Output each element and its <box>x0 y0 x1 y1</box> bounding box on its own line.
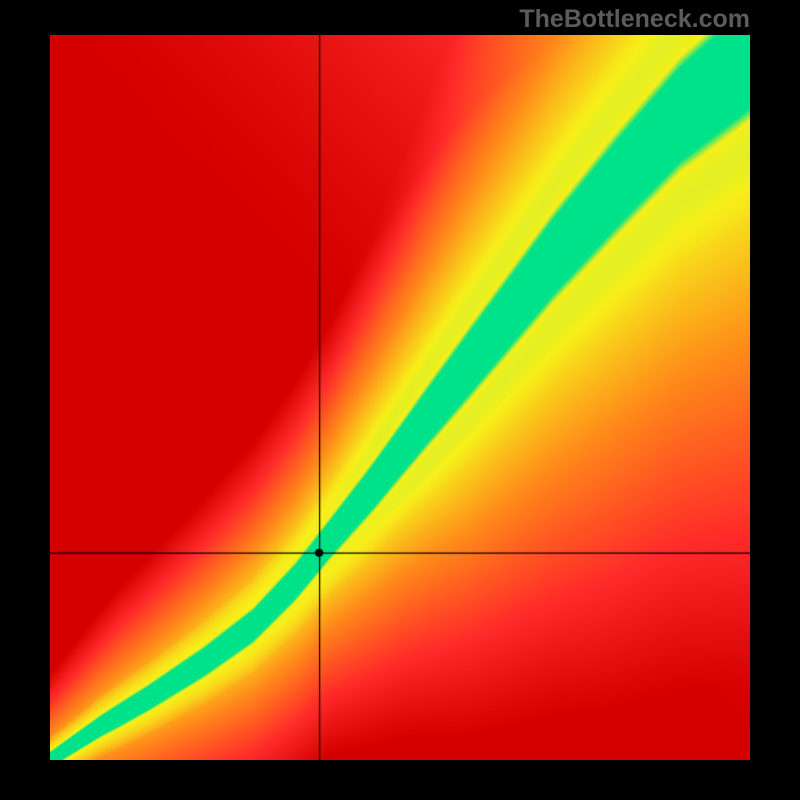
chart-container: TheBottleneck.com <box>0 0 800 800</box>
bottleneck-heatmap <box>50 35 750 760</box>
watermark-text: TheBottleneck.com <box>519 5 750 34</box>
